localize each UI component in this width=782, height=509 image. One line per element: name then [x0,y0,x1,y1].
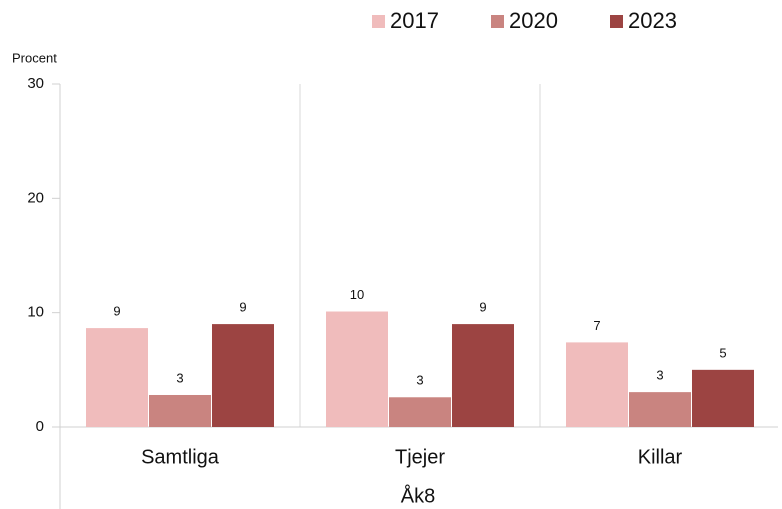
bar [326,311,388,427]
x-tick-label: Killar [638,446,683,468]
y-tick-label: 10 [27,304,44,321]
value-label: 9 [113,304,120,319]
y-tick-label: 0 [36,418,44,435]
legend-swatch [610,15,623,28]
bar [692,369,754,427]
bar [566,342,628,427]
value-label: 3 [176,370,183,385]
legend-label: 2020 [509,8,558,33]
y-tick-label: 30 [27,75,44,92]
bar [452,324,514,427]
value-label: 5 [719,345,726,360]
value-label: 7 [593,318,600,333]
y-axis-label: Procent [12,50,57,65]
bar [149,394,211,427]
value-label: 3 [416,373,423,388]
x-axis-label: Åk8 [401,484,435,507]
bar [389,397,451,427]
value-label: 9 [479,300,486,315]
legend-swatch [491,15,504,28]
bar [629,392,691,427]
legend-swatch [372,15,385,28]
value-label: 9 [239,300,246,315]
y-tick-label: 20 [27,189,44,206]
x-tick-label: Tjejer [395,446,445,468]
legend-label: 2023 [628,8,677,33]
bar [212,324,274,427]
value-label: 3 [656,368,663,383]
x-tick-label: Samtliga [141,446,220,468]
value-label: 10 [350,287,364,302]
legend-label: 2017 [390,8,439,33]
bar [86,328,148,427]
